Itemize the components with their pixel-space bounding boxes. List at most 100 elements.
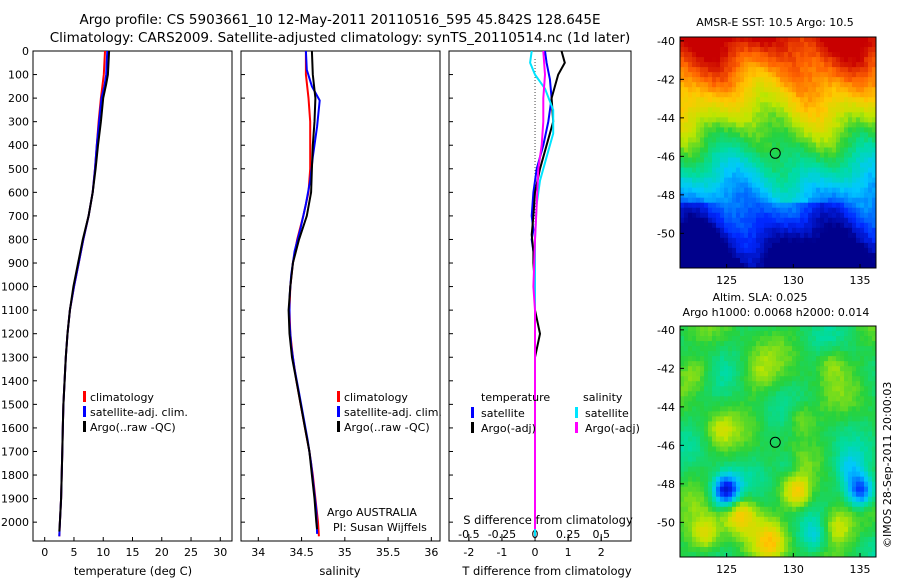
difference-xtick-label: 1 bbox=[565, 546, 572, 559]
sla-map-heatmap-cell bbox=[728, 436, 733, 443]
sst-map-heatmap-cell bbox=[812, 237, 817, 244]
sst-map-heatmap-cell bbox=[796, 152, 801, 159]
sla-map-heatmap-cell bbox=[796, 471, 801, 478]
sla-map-heatmap-cell bbox=[804, 421, 809, 428]
sst-map-heatmap-cell bbox=[844, 87, 849, 93]
sla-map-heatmap-cell bbox=[732, 326, 737, 332]
sst-map-heatmap-cell bbox=[776, 222, 781, 229]
sla-map-heatmap-cell bbox=[696, 451, 701, 458]
sst-map-heatmap-cell bbox=[792, 222, 797, 229]
sla-map-heatmap-cell bbox=[784, 531, 789, 538]
sst-map-heatmap-cell bbox=[848, 237, 853, 244]
sst-map-heatmap-cell bbox=[720, 82, 725, 88]
sla-map-heatmap-cell bbox=[808, 341, 813, 347]
sst-map-heatmap-cell bbox=[816, 112, 821, 118]
sla-map-heatmap-cell bbox=[772, 441, 777, 448]
sst-map-heatmap-cell bbox=[700, 122, 705, 128]
sst-map-heatmap-cell bbox=[704, 172, 709, 179]
sst-map-heatmap-cell bbox=[820, 67, 825, 73]
sst-map-heatmap-cell bbox=[684, 242, 689, 249]
sla-map-heatmap-cell bbox=[716, 356, 721, 362]
sla-map-heatmap-cell bbox=[816, 421, 821, 428]
sla-map-heatmap-cell bbox=[872, 461, 876, 468]
sst-map-heatmap-cell bbox=[688, 172, 693, 179]
sst-map-heatmap-cell bbox=[732, 137, 737, 144]
sst-map-heatmap-cell bbox=[868, 237, 873, 244]
sla-map-heatmap-cell bbox=[804, 501, 809, 508]
sst-map-heatmap-cell bbox=[708, 262, 713, 268]
sst-map-heatmap-cell bbox=[784, 42, 789, 48]
sla-map-heatmap-cell bbox=[860, 396, 865, 402]
sst-map-heatmap-cell bbox=[832, 72, 837, 78]
sla-map-heatmap-cell bbox=[860, 511, 865, 518]
sla-map-heatmap-cell bbox=[756, 396, 761, 402]
sst-map-heatmap-cell bbox=[808, 92, 813, 98]
sla-map-heatmap-cell bbox=[832, 481, 837, 488]
sla-map-heatmap-cell bbox=[712, 551, 717, 557]
sla-map-heatmap-cell bbox=[812, 401, 817, 407]
sst-map-heatmap-cell bbox=[792, 142, 797, 149]
sst-map-heatmap-cell bbox=[728, 157, 733, 164]
sla-map-heatmap-cell bbox=[816, 541, 821, 548]
sst-map-heatmap-cell bbox=[772, 262, 777, 268]
sst-map-heatmap-cell bbox=[832, 62, 837, 68]
difference-series-group bbox=[529, 51, 566, 537]
sst-map-heatmap-cell bbox=[860, 237, 865, 244]
sla-map-heatmap-cell bbox=[744, 381, 749, 387]
sst-map-heatmap-cell bbox=[692, 262, 697, 268]
sst-map-heatmap-cell bbox=[796, 167, 801, 174]
sla-map-heatmap-cell bbox=[784, 521, 789, 528]
sla-map-heatmap-cell bbox=[716, 531, 721, 538]
sst-map-heatmap-cell bbox=[852, 52, 857, 58]
sst-map-heatmap-cell bbox=[716, 72, 721, 78]
sst-map-heatmap-cell bbox=[740, 262, 745, 268]
sla-map-heatmap-cell bbox=[840, 381, 845, 387]
sst-map-heatmap-cell bbox=[696, 147, 701, 154]
sla-map-heatmap-cell bbox=[856, 456, 861, 463]
sla-map-heatmap-cell bbox=[856, 366, 861, 372]
sla-map-heatmap-cell bbox=[856, 516, 861, 523]
sst-map-heatmap-cell bbox=[684, 82, 689, 88]
sst-map-heatmap-cell bbox=[700, 107, 705, 113]
sla-map-heatmap-cell bbox=[796, 381, 801, 387]
sst-map-heatmap-cell bbox=[720, 167, 725, 174]
difference-series-line-3 bbox=[532, 51, 547, 530]
sla-map-heatmap-cell bbox=[872, 356, 876, 362]
sla-map-heatmap-cell bbox=[836, 381, 841, 387]
sla-map-heatmap-cell bbox=[720, 446, 725, 453]
sst-map-heatmap-cell bbox=[872, 87, 876, 93]
sst-map-heatmap-cell bbox=[788, 157, 793, 164]
sla-map-heatmap-cell bbox=[808, 396, 813, 402]
sst-map-heatmap-cell bbox=[848, 222, 853, 229]
sla-map-heatmap-cell bbox=[832, 546, 837, 553]
sla-map-heatmap-cell bbox=[860, 336, 865, 342]
sst-map-heatmap-cell bbox=[792, 192, 797, 199]
sla-map-argo-location-marker bbox=[769, 436, 781, 448]
sst-map-heatmap-cell bbox=[744, 252, 749, 259]
sst-map-heatmap-cell bbox=[688, 97, 693, 103]
sla-map-heatmap-cell bbox=[744, 501, 749, 508]
sla-map-heatmap-cell bbox=[700, 466, 705, 473]
sla-map-heatmap-cell bbox=[692, 461, 697, 468]
sst-map-heatmap-cell bbox=[732, 57, 737, 63]
sst-map-heatmap-cell bbox=[720, 207, 725, 214]
sst-map-heatmap-cell bbox=[848, 102, 853, 108]
sla-map-heatmap-cell bbox=[692, 396, 697, 402]
sst-map-heatmap-cell bbox=[840, 232, 845, 239]
sst-map-heatmap-cell bbox=[812, 187, 817, 194]
sla-map-heatmap-cell bbox=[688, 401, 693, 407]
sst-map-heatmap-cell bbox=[784, 107, 789, 113]
sst-map-heatmap-cell bbox=[828, 82, 833, 88]
sst-map-heatmap-cell bbox=[780, 252, 785, 259]
sla-map-heatmap-cell bbox=[756, 536, 761, 543]
sla-map-heatmap-cell bbox=[820, 406, 825, 412]
sst-map-heatmap-cell bbox=[860, 112, 865, 118]
sst-map-heatmap-cell bbox=[844, 197, 849, 204]
sst-map-heatmap-cell bbox=[820, 167, 825, 174]
sst-map-heatmap-cell bbox=[816, 217, 821, 224]
sla-map-heatmap-cell bbox=[680, 426, 685, 433]
sst-map-heatmap-cell bbox=[852, 252, 857, 259]
sla-map-heatmap-cell bbox=[700, 421, 705, 428]
sst-map-heatmap-cell bbox=[868, 92, 873, 98]
sst-map-heatmap-cell bbox=[852, 87, 857, 93]
